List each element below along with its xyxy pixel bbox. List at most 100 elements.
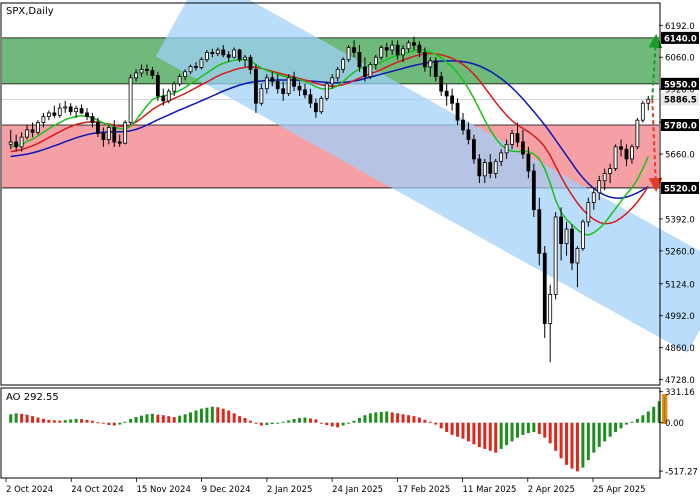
ao-bar xyxy=(25,414,29,423)
candle xyxy=(521,129,525,159)
candle-body xyxy=(379,47,384,58)
candle-body xyxy=(575,248,580,264)
candle-body xyxy=(96,122,100,134)
level-label-red-bottom: 5520.0 xyxy=(664,184,697,194)
candle xyxy=(335,66,340,82)
ao-bar xyxy=(259,422,263,426)
ao-bar xyxy=(210,406,214,423)
candle xyxy=(41,112,46,128)
chart-title: SPX,Daily xyxy=(6,6,54,17)
ao-bar xyxy=(325,422,329,426)
candle xyxy=(188,64,193,75)
candle xyxy=(117,134,122,147)
candle-body xyxy=(41,116,46,123)
candle-body xyxy=(57,107,62,116)
candle xyxy=(472,134,476,164)
candle-body xyxy=(63,106,68,109)
candle xyxy=(226,51,231,63)
candle xyxy=(303,83,307,99)
ao-bar xyxy=(101,422,105,424)
ao-bar xyxy=(390,412,394,423)
candle-body xyxy=(433,60,438,78)
candle-body xyxy=(504,143,509,154)
ao-bar xyxy=(238,416,242,423)
candle-body xyxy=(183,71,187,78)
ao-bar xyxy=(63,420,67,423)
candle xyxy=(439,71,444,96)
candle xyxy=(455,98,460,126)
ao-bar xyxy=(199,408,203,423)
ao-bar xyxy=(232,413,236,423)
candle xyxy=(313,98,318,118)
candle xyxy=(90,112,95,128)
ao-bar xyxy=(488,422,492,451)
ao-bar xyxy=(123,421,127,423)
candle xyxy=(199,57,204,70)
price-tick-label: 6192.0 xyxy=(665,22,695,32)
ao-bar xyxy=(221,408,225,423)
candle-body xyxy=(455,102,460,121)
candle xyxy=(564,221,569,256)
candle xyxy=(580,219,585,251)
candle-body xyxy=(428,60,433,68)
ao-bar xyxy=(107,422,111,426)
ao-bar xyxy=(532,422,536,433)
candle-body xyxy=(450,95,455,104)
candle-body xyxy=(526,153,531,172)
candle-body xyxy=(422,52,427,68)
candle xyxy=(526,146,531,179)
ao-bar xyxy=(189,412,193,423)
candle xyxy=(379,45,384,60)
ao-bar xyxy=(178,415,182,423)
ao-bar xyxy=(401,414,405,423)
candle xyxy=(319,95,324,115)
ao-bar xyxy=(652,406,656,423)
candle-body xyxy=(259,88,264,104)
ao-bar xyxy=(630,421,634,423)
ao-bar xyxy=(90,420,94,423)
ao-bar xyxy=(521,422,525,435)
candle xyxy=(368,62,373,80)
candle xyxy=(150,66,155,80)
candle xyxy=(254,64,258,113)
level-label-last-price: 5886.5 xyxy=(664,96,697,106)
ao-tick-label: -517.27 xyxy=(665,468,698,478)
candle-body xyxy=(232,49,237,58)
candle xyxy=(542,246,547,339)
candle xyxy=(68,103,73,116)
candle-body xyxy=(608,168,613,174)
falling-channel xyxy=(155,0,700,353)
candle-body xyxy=(90,116,95,123)
forecast-arrow-up xyxy=(648,33,663,100)
candle xyxy=(128,74,133,126)
channel-layer xyxy=(155,0,700,353)
candle xyxy=(624,144,629,167)
candle xyxy=(204,49,209,63)
ao-bar xyxy=(9,414,13,423)
oscillator-axis: -517.27 0.00 331.16 xyxy=(659,388,698,478)
candle xyxy=(112,120,117,147)
candle xyxy=(630,144,634,164)
ao-tick-label: 331.16 xyxy=(665,388,695,398)
price-tick-label: 6060.0 xyxy=(665,54,695,64)
candle-body xyxy=(417,44,422,53)
candle-body xyxy=(542,252,547,324)
ao-bar xyxy=(396,413,400,423)
ao-bar xyxy=(603,422,607,442)
candle-body xyxy=(85,112,89,117)
candle xyxy=(390,40,395,55)
candle-body xyxy=(613,146,618,169)
candle-body xyxy=(243,56,247,61)
candle xyxy=(635,117,640,150)
ao-bar xyxy=(537,422,541,434)
ao-bar xyxy=(570,422,574,469)
time-axis: 2 Oct 2024 24 Oct 2024 15 Nov 2024 9 Dec 20… xyxy=(5,478,646,495)
candle xyxy=(346,45,351,63)
level-label-box-green-bottom xyxy=(661,77,699,90)
candle-body xyxy=(128,77,133,123)
candle xyxy=(308,88,313,109)
candle xyxy=(324,81,329,101)
candle xyxy=(194,62,198,71)
ao-bar xyxy=(183,414,187,423)
ao-bar xyxy=(41,418,45,423)
